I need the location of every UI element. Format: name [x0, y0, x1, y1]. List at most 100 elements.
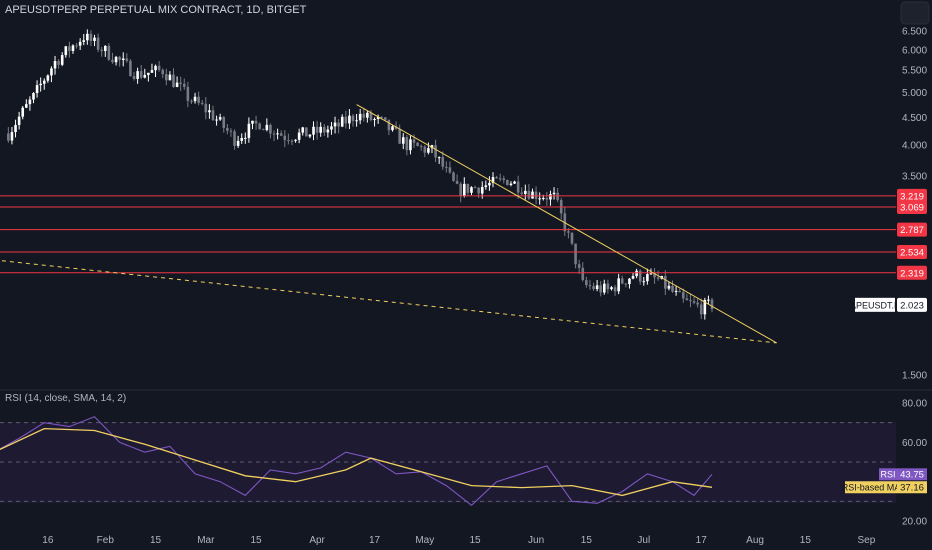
- candle-body-136: [495, 177, 498, 179]
- candle-body-126: [459, 183, 462, 196]
- candle-body-74: [272, 133, 276, 135]
- candle-body-52: [193, 96, 197, 102]
- candle-body-168: [610, 287, 613, 290]
- candle-body-23: [89, 33, 93, 42]
- rsi-ma-value-label: 37.16: [900, 482, 924, 493]
- candle-body-111: [405, 137, 409, 151]
- candle-body-49: [182, 83, 186, 87]
- candle-body-153: [556, 192, 559, 201]
- candle-body-88: [322, 126, 326, 133]
- candle-body-183: [664, 276, 667, 289]
- candle-body-76: [279, 133, 283, 136]
- candle-body-161: [585, 280, 588, 286]
- price-tick-1: 6.000: [902, 45, 927, 56]
- candle-body-51: [190, 100, 193, 102]
- candle-body-142: [516, 181, 520, 193]
- candle-body-71: [261, 129, 265, 131]
- candle-body-63: [233, 131, 236, 146]
- candle-body-47: [175, 82, 179, 87]
- rsi-tick-2: 20.00: [902, 517, 927, 528]
- time-axis[interactable]: 16 Feb 15 Mar 15 Apr 17 May 15 Jun 15 Jul 17 Aug 15 Sep: [42, 535, 875, 546]
- candle-body-61: [226, 127, 229, 131]
- candle-body-187: [678, 290, 681, 293]
- candle-body-41: [154, 65, 157, 71]
- time-tick-6: 17: [369, 535, 381, 546]
- candle-body-138: [502, 178, 506, 180]
- rsi-line: [0, 416, 713, 507]
- candle-body-114: [416, 142, 419, 147]
- candle-body-141: [513, 181, 516, 184]
- candle-body-66: [244, 137, 247, 139]
- rsi-indicator-title[interactable]: RSI (14, close, SMA, 14, 2): [5, 393, 126, 404]
- candle-body-59: [218, 117, 222, 120]
- candle-body-173: [628, 278, 631, 285]
- candle-body-94: [344, 116, 348, 124]
- candle-body-185: [671, 285, 674, 292]
- candle-body-176: [638, 270, 642, 282]
- candle-body-158: [574, 243, 577, 265]
- rsi-axis[interactable]: 80.00 60.00 20.00 RSI 43.75 RSI-based MA 37.16: [842, 399, 928, 528]
- price-level-label-4: 2.319: [900, 268, 924, 279]
- price-levels-layer: [0, 195, 896, 274]
- candle-body-86: [315, 126, 319, 133]
- candle-body-6: [28, 99, 32, 105]
- candle-body-25: [96, 37, 100, 50]
- candle-body-162: [588, 285, 592, 287]
- symbol-badge-bg: [855, 297, 895, 312]
- candle-body-90: [330, 126, 333, 130]
- candle-body-62: [229, 130, 233, 132]
- candle-body-118: [430, 145, 434, 149]
- candle-body-5: [25, 104, 28, 108]
- candle-body-166: [603, 283, 606, 293]
- candle-body-98: [358, 113, 362, 121]
- candle-body-26: [100, 49, 103, 52]
- rsi-bands: [0, 422, 896, 502]
- price-tick-0: 6.500: [902, 27, 927, 38]
- candle-body-69: [254, 120, 258, 124]
- candle-body-42: [157, 65, 161, 70]
- candle-body-167: [606, 283, 610, 290]
- candle-body-140: [509, 183, 513, 185]
- candle-body-150: [545, 197, 549, 200]
- candle-body-113: [412, 139, 416, 143]
- candle-body-7: [32, 93, 35, 100]
- candle-body-12: [50, 68, 53, 76]
- candle-body-37: [139, 71, 143, 78]
- price-level-label-0: 3.219: [900, 191, 924, 202]
- candle-body-21: [82, 40, 86, 42]
- candle-body-169: [613, 287, 617, 292]
- candle-body-11: [46, 75, 50, 81]
- rsi-tick-0: 80.00: [902, 399, 927, 410]
- last-price-badge: [897, 297, 927, 312]
- candle-body-45: [168, 74, 172, 81]
- candle-body-85: [312, 126, 315, 135]
- chart-title: APEUSDTPERP PERPETUAL MIX CONTRACT, 1D, …: [5, 4, 307, 16]
- candle-body-184: [667, 285, 671, 289]
- time-tick-11: Jul: [637, 535, 650, 546]
- candle-body-99: [362, 113, 366, 118]
- candle-body-137: [498, 178, 502, 180]
- candle-body-170: [617, 278, 620, 292]
- time-tick-1: Feb: [97, 535, 115, 546]
- candle-body-33: [125, 58, 129, 61]
- candle-body-117: [427, 148, 430, 153]
- rsi-ma-name-badge: [845, 481, 897, 494]
- candle-body-35: [132, 76, 136, 79]
- candle-body-64: [236, 140, 240, 146]
- candle-body-132: [480, 186, 484, 194]
- candle-body-57: [211, 110, 215, 121]
- chart-settings-button[interactable]: [900, 1, 930, 25]
- candle-body-75: [276, 133, 279, 135]
- candle-body-180: [653, 273, 656, 278]
- candle-body-67: [247, 123, 251, 138]
- candle-body-87: [319, 126, 322, 133]
- candle-body-92: [337, 122, 340, 127]
- candle-body-134: [488, 182, 491, 186]
- candle-body-40: [150, 70, 154, 73]
- candle-body-83: [305, 127, 308, 137]
- price-axis[interactable]: 6.500 6.000 5.500 5.000 4.500 4.000 3.500 1.500: [902, 27, 927, 382]
- price-level-badge-3: [897, 244, 927, 259]
- rsi-ma-value-badge: [897, 481, 927, 494]
- time-tick-3: Mar: [197, 535, 215, 546]
